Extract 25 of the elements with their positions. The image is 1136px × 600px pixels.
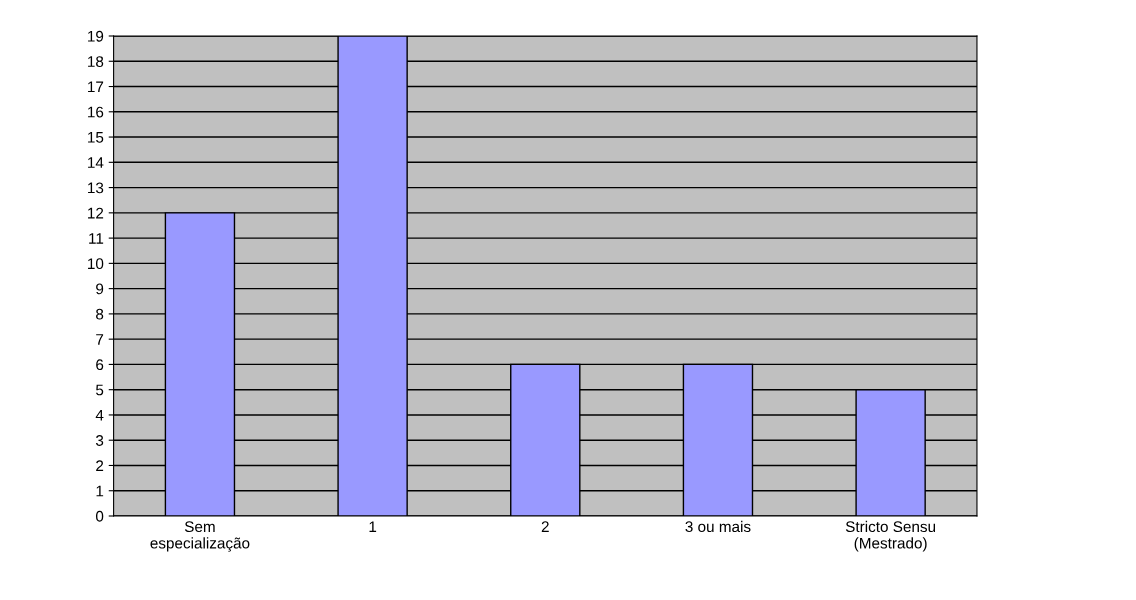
y-tick-label: 15 bbox=[88, 132, 104, 143]
y-tick-label: 17 bbox=[88, 81, 104, 93]
y-tick-label: 12 bbox=[88, 207, 104, 219]
y-tick-label: 0 bbox=[95, 510, 104, 522]
y-tick-label: 5 bbox=[95, 384, 104, 396]
y-tick-label: 13 bbox=[88, 182, 104, 194]
y-tick-label: 6 bbox=[96, 359, 104, 371]
y-tick-label: 7 bbox=[96, 334, 104, 345]
y-tick-label: 9 bbox=[96, 283, 104, 295]
y-tick-label: 18 bbox=[88, 56, 104, 67]
y-tick-label: 16 bbox=[88, 106, 104, 118]
x-tick-label: Sem especialização bbox=[150, 521, 250, 552]
y-tick-label: 8 bbox=[96, 308, 104, 320]
y-tick-label: 11 bbox=[89, 233, 104, 244]
y-tick-label: 19 bbox=[88, 30, 104, 42]
x-tick-label: 2 bbox=[541, 521, 549, 532]
x-tick-label: 3 ou mais bbox=[685, 520, 751, 533]
y-tick-label: 14 bbox=[88, 157, 104, 168]
y-tick-label: 4 bbox=[95, 409, 104, 421]
y-tick-label: 3 bbox=[95, 435, 104, 446]
y-tick-label: 2 bbox=[96, 460, 104, 472]
x-tick-label: Stricto Sensu (Mestrado) bbox=[845, 520, 936, 552]
y-tick-label: 10 bbox=[88, 258, 104, 270]
x-tick-label: 1 bbox=[369, 521, 377, 532]
y-tick-label: 1 bbox=[96, 485, 104, 497]
